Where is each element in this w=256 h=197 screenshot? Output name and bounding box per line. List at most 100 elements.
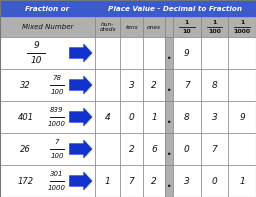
Text: 2: 2 — [129, 145, 134, 153]
Text: 0: 0 — [129, 112, 134, 122]
Text: 301: 301 — [50, 171, 64, 177]
Bar — [95, 17, 120, 37]
Text: 7: 7 — [129, 177, 134, 186]
Bar — [165, 133, 173, 165]
Text: 6: 6 — [151, 145, 157, 153]
Text: 78: 78 — [52, 75, 61, 81]
Bar — [120, 37, 143, 69]
Text: 3: 3 — [129, 81, 134, 89]
Bar — [173, 37, 201, 69]
Bar — [0, 133, 95, 165]
Text: 9: 9 — [33, 41, 39, 50]
Polygon shape — [69, 140, 92, 158]
Bar — [165, 37, 173, 69]
Polygon shape — [69, 76, 92, 94]
Bar — [165, 101, 173, 133]
Bar — [95, 101, 120, 133]
Text: hun-
dreds: hun- dreds — [99, 22, 116, 32]
Bar — [201, 17, 228, 37]
Text: 1000: 1000 — [234, 29, 251, 34]
Bar — [0, 165, 95, 197]
Bar — [0, 101, 95, 133]
Bar — [143, 69, 165, 101]
Text: 7: 7 — [55, 139, 59, 145]
Bar — [228, 37, 256, 69]
Circle shape — [168, 121, 170, 123]
Text: 2: 2 — [151, 81, 157, 89]
Bar — [228, 17, 256, 37]
Polygon shape — [69, 44, 92, 62]
Bar — [173, 17, 201, 37]
Text: 10: 10 — [183, 29, 191, 34]
Bar — [201, 37, 228, 69]
Bar — [201, 101, 228, 133]
Bar — [143, 101, 165, 133]
Bar — [120, 165, 143, 197]
Text: 1: 1 — [212, 20, 217, 25]
Circle shape — [168, 57, 170, 59]
Circle shape — [168, 153, 170, 155]
Text: Place Value - Decimal to Fraction: Place Value - Decimal to Fraction — [109, 6, 242, 11]
Bar — [0, 0, 95, 17]
Text: 2: 2 — [151, 177, 157, 186]
Bar — [0, 17, 95, 37]
Bar — [143, 133, 165, 165]
Bar — [95, 165, 120, 197]
Text: 3: 3 — [184, 177, 190, 186]
Bar — [95, 0, 256, 17]
Bar — [120, 17, 143, 37]
Bar — [228, 133, 256, 165]
Bar — [201, 133, 228, 165]
Polygon shape — [69, 172, 92, 190]
Text: ones: ones — [147, 24, 161, 30]
Text: 1: 1 — [240, 20, 244, 25]
Text: Fraction or: Fraction or — [25, 6, 70, 11]
Bar — [0, 37, 95, 69]
Bar — [0, 69, 95, 101]
Bar — [120, 133, 143, 165]
Bar — [143, 37, 165, 69]
Bar — [173, 69, 201, 101]
Text: 8: 8 — [184, 112, 190, 122]
Text: 172: 172 — [18, 177, 34, 186]
Text: Mixed Number: Mixed Number — [22, 24, 73, 30]
Text: 1: 1 — [151, 112, 157, 122]
Bar — [165, 165, 173, 197]
Text: 9: 9 — [184, 48, 190, 58]
Text: tens: tens — [125, 24, 138, 30]
Bar — [228, 165, 256, 197]
Text: 100: 100 — [50, 89, 64, 95]
Text: 401: 401 — [18, 112, 34, 122]
Bar — [173, 133, 201, 165]
Circle shape — [168, 185, 170, 187]
Text: 100: 100 — [50, 153, 64, 159]
Text: 0: 0 — [184, 145, 190, 153]
Bar — [165, 69, 173, 101]
Text: 26: 26 — [20, 145, 31, 153]
Text: 7: 7 — [184, 81, 190, 89]
Text: 1000: 1000 — [48, 185, 66, 191]
Bar — [228, 101, 256, 133]
Text: 9: 9 — [239, 112, 245, 122]
Text: 839: 839 — [50, 107, 64, 113]
Bar — [120, 69, 143, 101]
Text: 1000: 1000 — [48, 121, 66, 127]
Bar — [201, 69, 228, 101]
Text: 3: 3 — [212, 112, 217, 122]
Bar — [143, 17, 165, 37]
Text: 1: 1 — [239, 177, 245, 186]
Text: 7: 7 — [212, 145, 217, 153]
Text: 0: 0 — [212, 177, 217, 186]
Text: 100: 100 — [208, 29, 221, 34]
Text: 32: 32 — [20, 81, 31, 89]
Bar — [173, 165, 201, 197]
Circle shape — [168, 89, 170, 91]
Bar — [95, 133, 120, 165]
Bar — [165, 17, 173, 37]
Bar — [201, 165, 228, 197]
Text: 8: 8 — [212, 81, 217, 89]
Text: 1: 1 — [105, 177, 110, 186]
Bar — [228, 69, 256, 101]
Bar — [95, 69, 120, 101]
Polygon shape — [69, 108, 92, 126]
